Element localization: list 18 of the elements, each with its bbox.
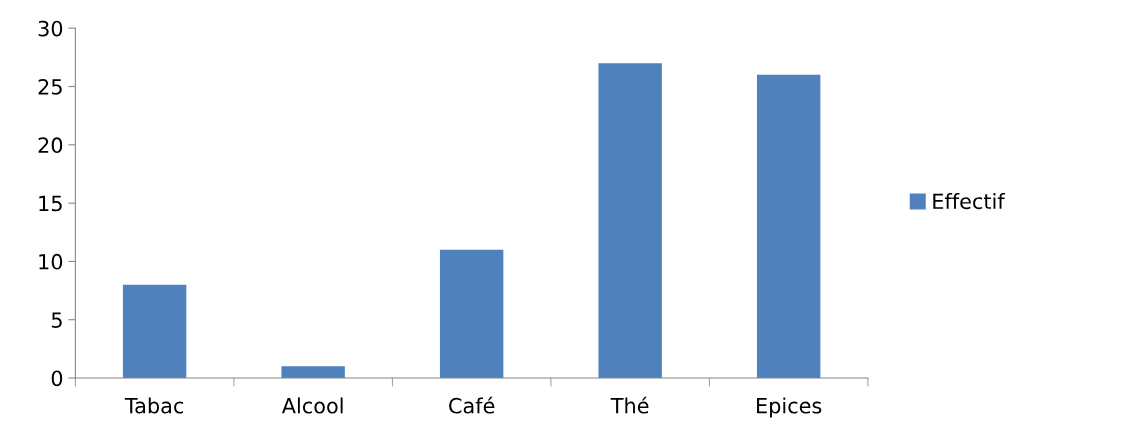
y-tick-label: 5: [51, 312, 62, 328]
x-tick-label: Café: [449, 396, 495, 414]
y-tick-label: 10: [39, 253, 63, 270]
bar: [281, 366, 345, 379]
bar: [122, 284, 187, 379]
x-tick-label: Alcool: [281, 397, 343, 414]
y-tick-label: 15: [39, 195, 62, 212]
x-tick-label: Thé: [610, 396, 649, 414]
bar: [439, 249, 504, 379]
legend-label: Effectif: [933, 193, 1006, 210]
bar: [756, 74, 821, 379]
y-tick-label: 30: [38, 20, 63, 37]
y-tick-label: 20: [38, 137, 63, 154]
x-tick-label: Tabac: [124, 397, 184, 414]
y-tick-label: 25: [38, 78, 62, 95]
y-tick-label: 0: [51, 370, 63, 387]
bar: [598, 63, 662, 379]
x-tick-label: Epices: [757, 397, 822, 418]
